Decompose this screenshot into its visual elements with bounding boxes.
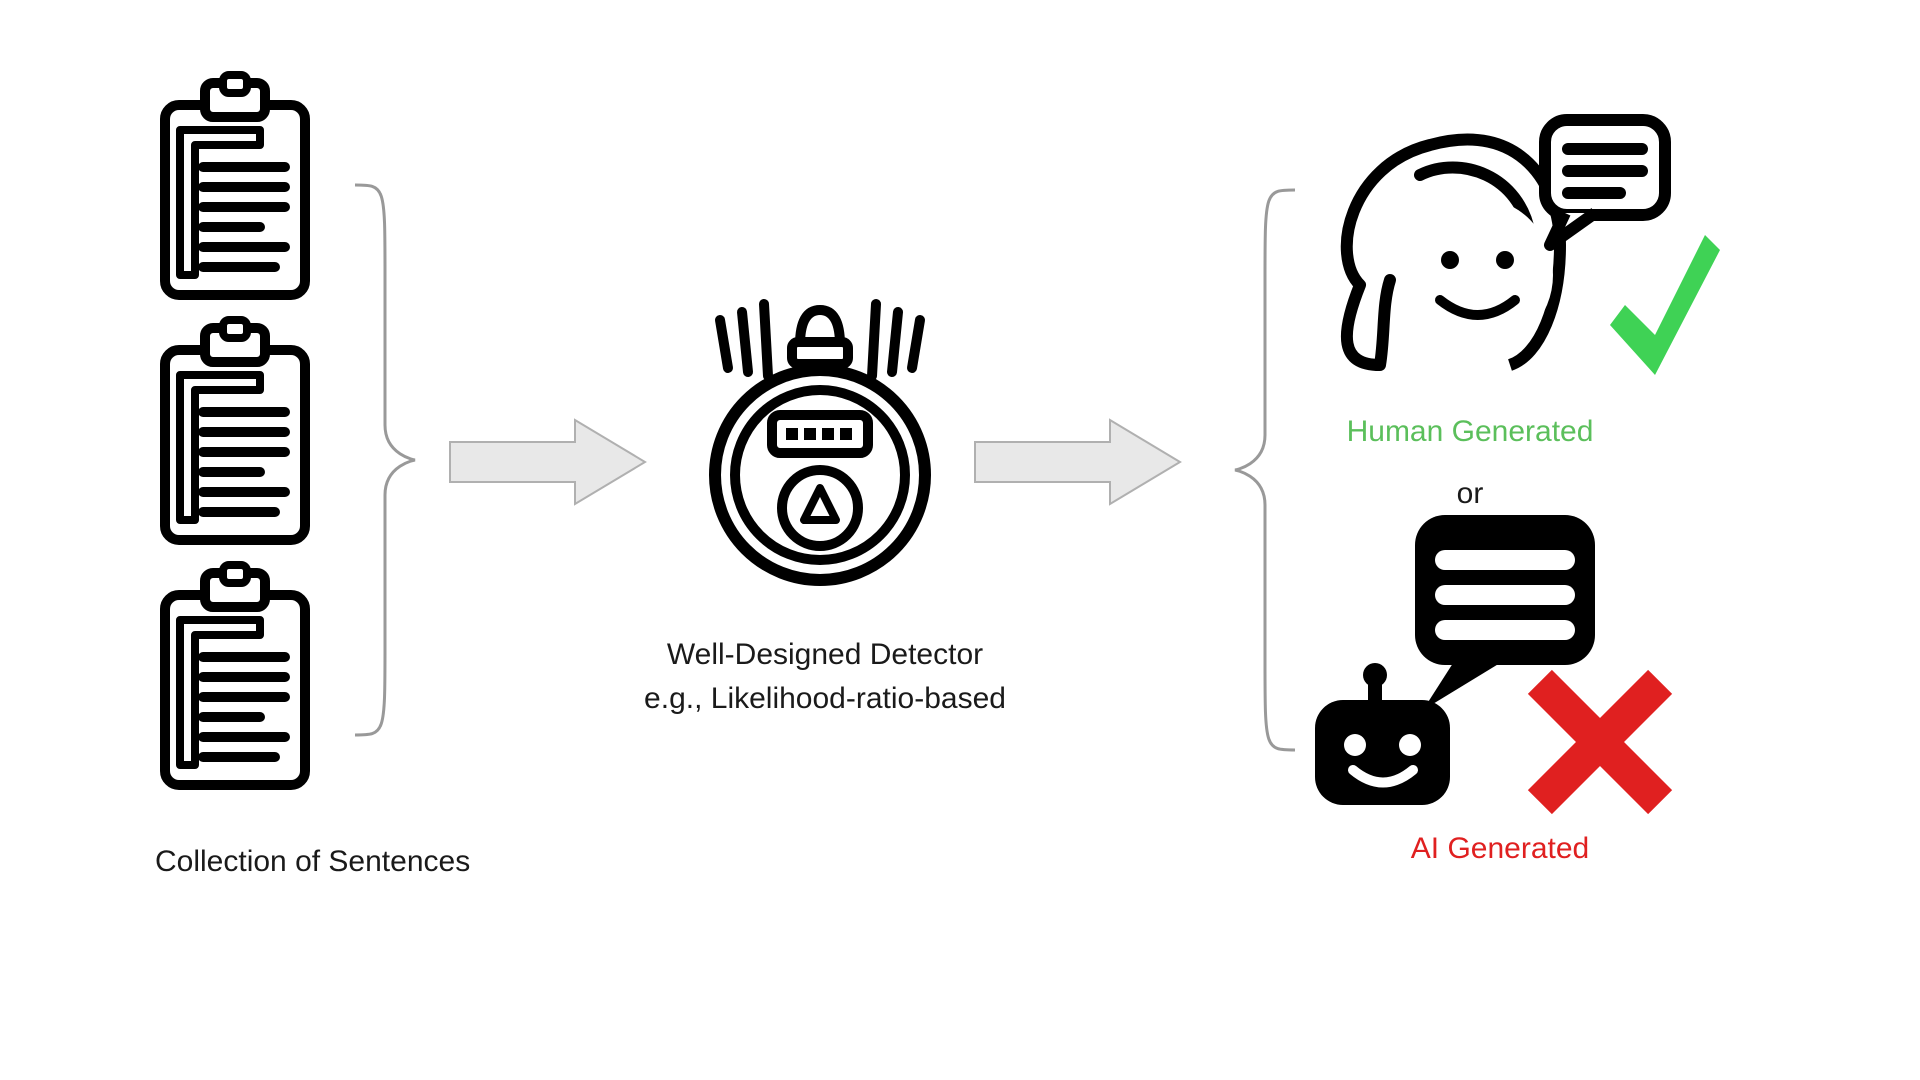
detector-label-2: e.g., Likelihood-ratio-based xyxy=(590,682,1060,716)
robot-speech-icon xyxy=(1305,505,1705,815)
right-bracket xyxy=(1225,180,1305,765)
left-bracket xyxy=(345,175,425,750)
arrow-1 xyxy=(445,412,655,517)
detector-label-1: Well-Designed Detector xyxy=(590,638,1060,672)
arrow-icon xyxy=(445,412,655,512)
ai-output xyxy=(1305,505,1705,820)
alarm-detector-icon xyxy=(700,290,940,590)
detector-icon-wrap xyxy=(700,290,940,595)
arrow-2 xyxy=(970,412,1190,517)
diagram-stage: Collection of Sentences xyxy=(0,0,1920,1080)
input-clipboards xyxy=(135,65,335,820)
ai-label: AI Generated xyxy=(1350,832,1650,866)
human-output xyxy=(1310,105,1730,410)
human-label: Human Generated xyxy=(1305,415,1635,449)
input-label: Collection of Sentences xyxy=(155,845,555,879)
arrow-icon xyxy=(970,412,1190,512)
clipboard-stack-icon xyxy=(135,65,335,815)
human-speech-icon xyxy=(1310,105,1730,405)
